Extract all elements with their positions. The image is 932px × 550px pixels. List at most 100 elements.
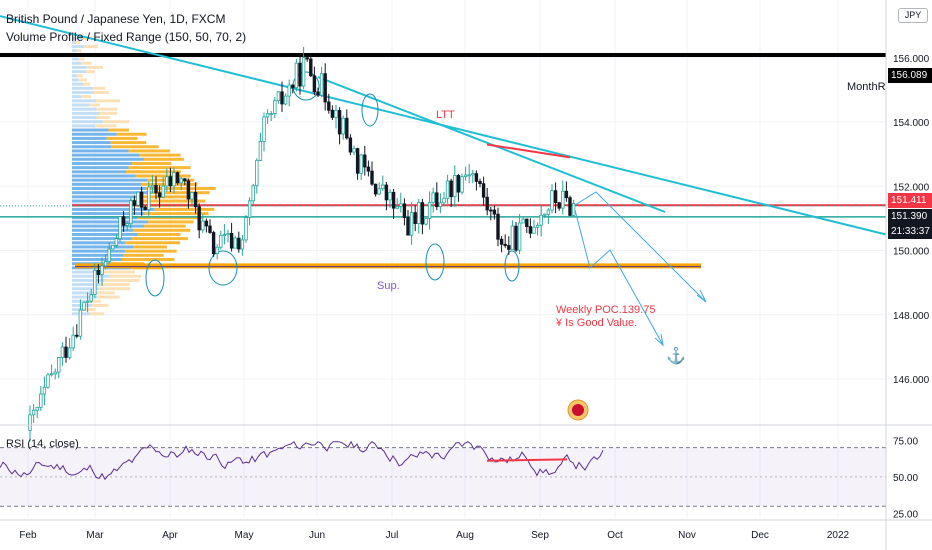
candle-body	[280, 91, 284, 105]
candle-body	[201, 220, 205, 231]
candle-body	[510, 225, 515, 250]
price-tick: 156.000	[893, 54, 930, 65]
vp-bar-down	[133, 245, 167, 249]
candle-body	[161, 185, 165, 198]
vp-bar-up	[72, 166, 129, 170]
candle-body	[298, 62, 302, 87]
candle-body	[139, 191, 144, 208]
last-price-tag: 151.390	[888, 209, 932, 224]
vp-bar-down	[128, 166, 191, 170]
candle-body	[337, 110, 342, 135]
candle-body	[143, 206, 147, 210]
vp-bar-up	[72, 170, 127, 174]
vp-bar-up	[72, 86, 93, 90]
candle-body	[492, 209, 497, 215]
candle-body	[377, 188, 381, 195]
candle-body	[507, 245, 511, 250]
support-band	[75, 263, 701, 269]
countdown-tag: 21:33:37	[888, 224, 932, 239]
candle-body	[456, 175, 461, 193]
vp-bar-up	[72, 278, 105, 282]
candle-body	[355, 148, 360, 174]
vp-bar-down	[100, 283, 130, 287]
candle-body	[118, 216, 122, 240]
candle-body	[481, 183, 486, 198]
candle-body	[111, 244, 115, 250]
vp-bar-down	[86, 70, 96, 74]
rsi-title: RSI (14, close)	[6, 438, 79, 450]
candle-body	[193, 191, 198, 208]
vp-bar-up	[72, 57, 79, 61]
vp-bar-up	[72, 70, 87, 74]
price-tick: 148.000	[893, 311, 930, 322]
candle-body	[49, 373, 54, 376]
vp-bar-up	[72, 141, 111, 145]
candle-body	[183, 178, 187, 182]
candle-body	[60, 346, 65, 358]
vp-bar-up	[72, 207, 155, 211]
candle-body	[348, 137, 353, 153]
candle-body	[417, 202, 421, 224]
candle-body	[471, 173, 475, 176]
candle-body	[39, 393, 43, 408]
candle-body	[445, 180, 450, 199]
time-label: 2022	[827, 530, 850, 541]
candle-body	[294, 62, 299, 89]
vp-bar-up	[72, 258, 122, 262]
candle-body	[381, 184, 385, 190]
candle-body	[269, 113, 273, 115]
candle-body	[571, 203, 576, 216]
candle-body	[136, 191, 140, 206]
vp-bar-up	[72, 228, 134, 232]
candle-body	[251, 185, 255, 202]
vp-bar-up	[72, 191, 152, 195]
rsi-tick: 75.00	[893, 436, 918, 447]
vp-bar-down	[92, 303, 109, 307]
time-label: Mar	[86, 530, 104, 541]
candle-body	[413, 212, 417, 224]
candle-body	[528, 226, 533, 234]
vp-bar-up	[72, 274, 110, 278]
time-label: Apr	[162, 530, 178, 541]
arrowhead-2	[654, 333, 664, 347]
time-label: Jun	[309, 530, 325, 541]
candle-body	[406, 217, 410, 236]
resistance-price-tag: 156.089	[888, 68, 932, 83]
vp-bar-up	[72, 99, 97, 103]
currency-badge[interactable]: JPY	[898, 8, 928, 23]
vp-bar-up	[72, 78, 79, 82]
vp-bar-up	[72, 124, 96, 128]
projection-arrow-2	[574, 209, 664, 346]
vp-bar-down	[139, 153, 181, 157]
vp-bar-down	[75, 40, 80, 44]
vp-bar-up	[72, 270, 101, 274]
candle-body	[460, 176, 464, 193]
vp-bar-down	[83, 82, 91, 86]
vp-bar-down	[76, 74, 83, 78]
candle-body	[496, 213, 500, 240]
candle-body	[175, 172, 180, 184]
vp-bar-down	[131, 161, 172, 165]
candle-body	[28, 414, 32, 431]
candle-body	[71, 334, 75, 349]
candle-body	[442, 197, 446, 204]
vp-bar-up	[72, 111, 101, 115]
candle-body	[237, 237, 241, 250]
candle-body	[424, 218, 428, 225]
candle-body	[535, 224, 540, 228]
symbol-title: British Pound / Japanese Yen, 1D, FXCM	[6, 12, 226, 26]
candle-body	[190, 191, 194, 200]
vp-bar-down	[111, 145, 159, 149]
time-label: Sep	[531, 530, 549, 541]
candle-body	[327, 101, 331, 111]
candle-body	[316, 91, 320, 96]
vp-bar-up	[72, 45, 85, 49]
candle-body	[399, 203, 403, 207]
vp-bar-up	[72, 283, 101, 287]
candle-body	[276, 91, 281, 102]
vp-bar-up	[72, 195, 137, 199]
vp-bar-up	[72, 182, 141, 186]
vp-bar-up	[72, 153, 140, 157]
vp-bar-up	[72, 212, 145, 216]
